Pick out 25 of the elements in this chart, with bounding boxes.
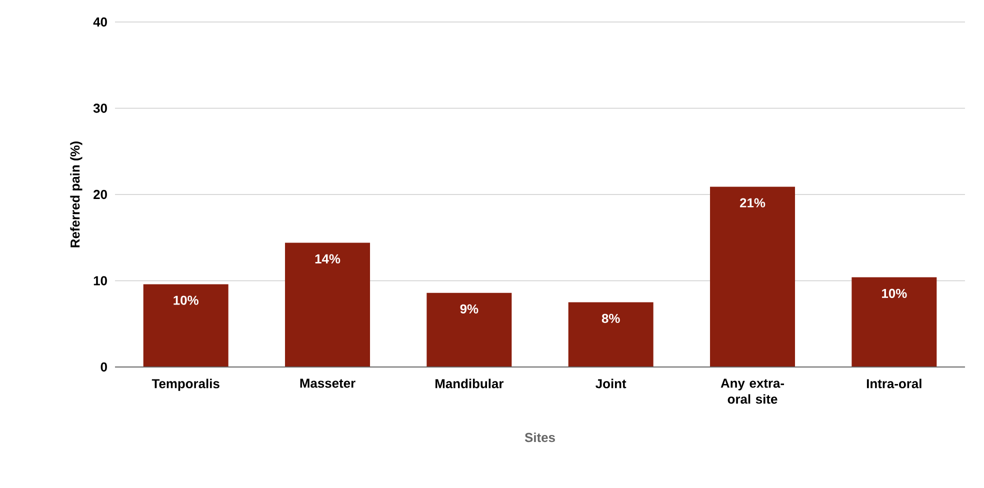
data-label: 14% [315,254,340,264]
x-tick-label: Any extra-oral site [720,378,784,404]
bar [710,186,796,367]
x-tick-label: Masseter [300,378,356,388]
x-tick-label: Joint [596,378,626,388]
data-label: 8% [602,314,620,323]
y-tick-label: 0 [100,362,107,372]
y-tick-label: 10 [94,276,107,286]
bar [143,284,228,367]
x-axis-title: Sites [524,432,555,442]
x-tick-label: Mandibular [435,378,504,388]
x-tick-label: Temporalis [152,378,220,391]
x-tick-label: Intra-oral [866,378,922,388]
data-label: 9% [460,304,478,314]
bar [426,292,512,367]
data-label: 10% [174,296,198,305]
bar [285,242,370,367]
data-label: 10% [882,288,907,298]
y-tick-label: 40 [93,17,107,27]
y-tick-label: 30 [93,104,107,113]
bar [852,277,937,367]
bar [568,302,654,367]
y-axis-title: Referred pain (%) [70,142,82,248]
data-label: 21% [740,198,766,208]
y-tick-label: 20 [94,190,107,200]
